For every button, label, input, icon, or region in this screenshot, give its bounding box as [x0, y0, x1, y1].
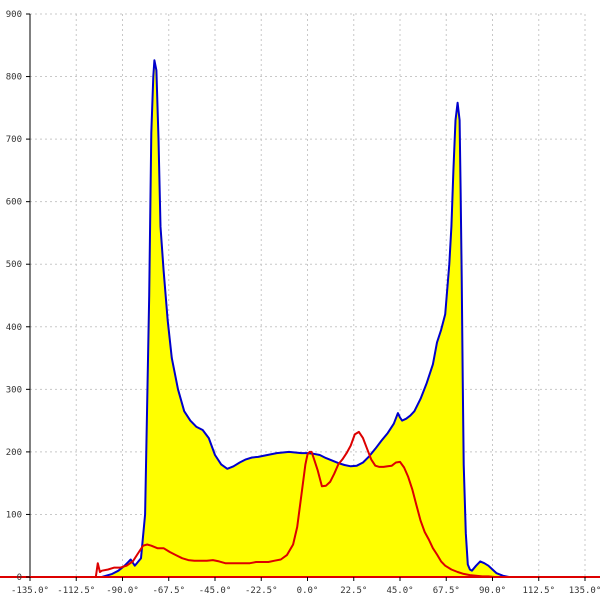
- grid-lines: [30, 13, 586, 577]
- y-tick-label: 600: [6, 198, 22, 208]
- series-0-area: [101, 60, 524, 578]
- x-tick-label: 22.5°: [340, 586, 367, 596]
- y-tick-label: 0: [17, 573, 22, 583]
- x-tick-label: 135.0°: [569, 586, 600, 596]
- x-tick-label: -45.0°: [199, 586, 232, 596]
- x-tick-label: -112.5°: [57, 586, 95, 596]
- x-tick-label: -22.5°: [245, 586, 278, 596]
- y-tick-label: 300: [6, 385, 22, 395]
- x-tick-label: -135.0°: [11, 586, 49, 596]
- x-tick-label: 90.0°: [479, 586, 506, 596]
- series-layer: [30, 59, 585, 578]
- y-tick-label: 100: [6, 510, 22, 520]
- tick-labels: -135.0° -112.5° -90.0° -67.5° -45.0° -22.5° 0.…: [6, 10, 600, 596]
- x-tick-label: 112.5°: [522, 586, 555, 596]
- x-tick-label: 45.0°: [386, 586, 413, 596]
- y-tick-label: 900: [6, 10, 22, 20]
- y-tick-label: 200: [6, 448, 22, 458]
- series-0-line: [101, 59, 524, 578]
- x-tick-label: -67.5°: [152, 586, 185, 596]
- y-tick-label: 700: [6, 135, 22, 145]
- y-tick-label: 800: [6, 73, 22, 83]
- x-tick-label: 0.0°: [297, 586, 319, 596]
- y-tick-label: 500: [6, 260, 22, 270]
- y-tick-label: 400: [6, 323, 22, 333]
- x-tick-label: -90.0°: [106, 586, 139, 596]
- x-tick-label: 67.5°: [433, 586, 460, 596]
- axes: [0, 13, 600, 581]
- series-1-line: [30, 430, 585, 578]
